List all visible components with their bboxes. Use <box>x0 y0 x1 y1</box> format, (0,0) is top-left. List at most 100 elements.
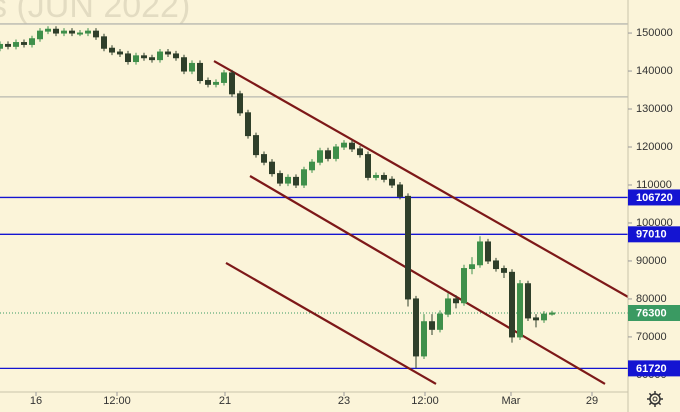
candle-body <box>173 53 179 59</box>
candle-body <box>461 268 467 304</box>
candle-body <box>453 298 459 304</box>
price-label-box <box>628 304 680 321</box>
candle-body <box>469 264 475 270</box>
candle-body <box>245 112 251 137</box>
candle-body <box>301 169 307 186</box>
candle-body <box>117 51 123 55</box>
candle-body <box>109 47 115 53</box>
candle-body <box>189 62 195 72</box>
settings-icon[interactable] <box>647 391 663 407</box>
price-label-box <box>628 189 680 206</box>
candle-body <box>309 161 315 171</box>
candle-body <box>5 43 11 47</box>
candle-body <box>485 241 491 262</box>
candle-body <box>181 57 187 72</box>
candle-body <box>93 30 99 38</box>
candle-body <box>293 176 299 186</box>
y-tick-label: 130000 <box>636 103 673 115</box>
x-tick-label: 29 <box>586 395 598 407</box>
candle-body <box>325 150 331 159</box>
candle-body <box>365 154 371 178</box>
candle-body <box>549 312 555 315</box>
trend-line <box>213 60 628 298</box>
candle-body <box>157 51 163 61</box>
x-tick-label: Mar <box>502 395 521 407</box>
x-tick-label: 12:00 <box>103 395 131 407</box>
candle-body <box>413 298 419 357</box>
y-tick-label: 150000 <box>636 27 673 39</box>
candle-body <box>21 42 27 45</box>
y-tick-label: 140000 <box>636 65 673 77</box>
x-tick-label: 12:00 <box>411 395 439 407</box>
candle-body <box>165 51 171 55</box>
candle-body <box>541 313 547 321</box>
candle-body <box>85 30 91 34</box>
y-tick-label: 110000 <box>636 179 672 191</box>
candle-body <box>221 72 227 83</box>
x-tick-label: 21 <box>219 395 231 407</box>
candle-body <box>261 154 267 163</box>
price-label-box <box>628 360 680 377</box>
candle-body <box>317 150 323 163</box>
x-tick-label: 23 <box>338 395 350 407</box>
trend-line <box>225 261 437 385</box>
candle-body <box>197 62 203 82</box>
candle-body <box>349 142 355 150</box>
candle-body <box>405 195 411 300</box>
candle-body <box>45 28 51 32</box>
candle-body <box>125 53 131 63</box>
y-tick-label: 100000 <box>636 217 673 229</box>
candle-body <box>373 174 379 178</box>
candle-body <box>13 42 19 47</box>
candle-body <box>285 176 291 184</box>
candle-body <box>133 55 139 63</box>
candle-body <box>525 283 531 319</box>
candle-body <box>493 260 499 270</box>
candle-body <box>277 173 283 184</box>
x-tick-label: 16 <box>30 395 42 407</box>
trend-line <box>249 175 606 385</box>
price-label-box <box>628 226 680 243</box>
watermark: s (JUN 2022) <box>0 0 190 25</box>
price-label: 61720 <box>636 363 667 375</box>
candle-body <box>397 184 403 197</box>
candle-body <box>69 30 75 34</box>
candle-body <box>389 178 395 186</box>
candle-body <box>269 161 275 175</box>
candle-body <box>341 142 347 148</box>
candle-body <box>141 55 147 59</box>
candle-body <box>429 321 435 330</box>
candle-body <box>37 30 43 40</box>
y-tick-label: 80000 <box>636 293 667 305</box>
candle-body <box>53 28 59 34</box>
candle-body <box>0 43 3 49</box>
candle-body <box>229 72 235 95</box>
candle-body <box>501 268 507 273</box>
candle-body <box>29 38 35 45</box>
price-label: 97010 <box>636 229 667 241</box>
candle-body <box>61 30 67 34</box>
candle-body <box>205 80 211 85</box>
candle-body <box>509 271 515 338</box>
candle-body <box>333 146 339 159</box>
y-tick-label: 90000 <box>636 255 667 267</box>
price-label: 106720 <box>636 192 673 204</box>
plot-area <box>0 23 628 385</box>
candle-body <box>213 81 219 85</box>
candle-body <box>357 148 363 156</box>
candle-body <box>445 298 451 315</box>
candle-body <box>77 32 83 35</box>
candle-body <box>237 93 243 114</box>
candle-body <box>381 174 387 180</box>
candle-body <box>477 241 483 266</box>
y-tick-label: 70000 <box>636 331 667 343</box>
candle-body <box>437 313 443 330</box>
candle-body <box>533 317 539 321</box>
candle-body <box>253 135 259 156</box>
candle-body <box>101 36 107 49</box>
candle-body <box>149 57 155 61</box>
price-label: 76300 <box>636 307 667 319</box>
candle-body <box>517 283 523 338</box>
